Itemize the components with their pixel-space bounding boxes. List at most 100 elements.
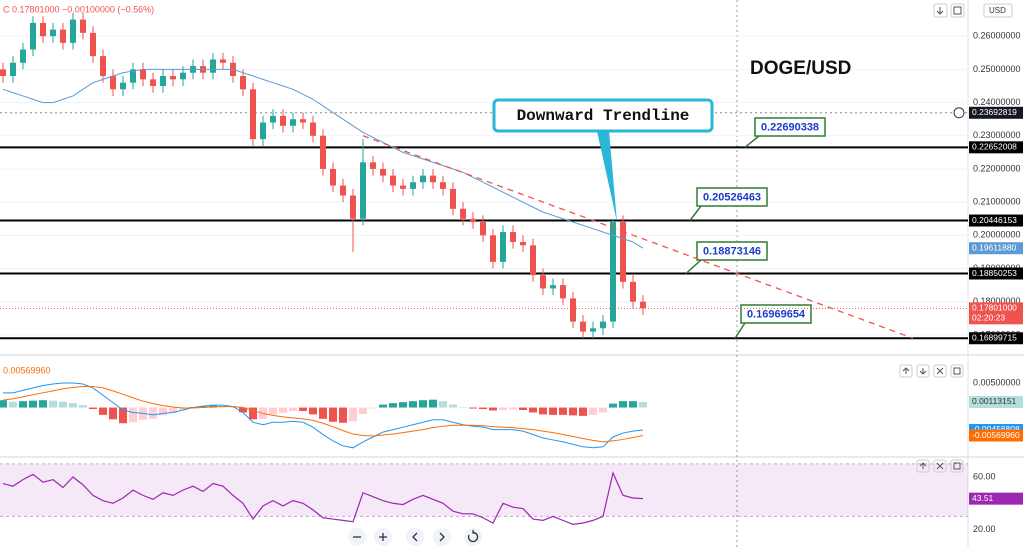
histogram-bar [99, 407, 107, 415]
level-label-bg [969, 214, 1023, 227]
candle-body [120, 82, 126, 90]
icon [467, 530, 479, 543]
histogram-bar [619, 401, 627, 408]
level-label: 0.20446153 [972, 215, 1017, 225]
candle-body [270, 115, 276, 123]
histogram-bar [89, 407, 97, 410]
callout-arrow [734, 322, 746, 339]
scroll-right-button[interactable] [433, 528, 451, 546]
navigation [348, 528, 482, 546]
button[interactable] [950, 459, 964, 473]
histogram-bar [629, 401, 637, 408]
histogram-bar [429, 399, 437, 408]
histogram-bar [389, 403, 397, 408]
series-label: -0.00456808 [972, 424, 1020, 434]
candle-body [540, 275, 546, 289]
histogram-bar [149, 407, 157, 419]
y-tick-label: 0.25000000 [973, 64, 1021, 74]
callout-box [696, 187, 768, 207]
candle-body [130, 69, 136, 83]
y-tick-label: 0.18000000 [973, 296, 1021, 306]
icon [953, 6, 962, 15]
candle-body [140, 69, 146, 80]
ma-label: 0.19611880 [972, 242, 1017, 252]
callout-box [740, 304, 812, 324]
plot-layer: 0.26000000 0.25000000 0.24000000 0.23000000… [0, 12, 1023, 534]
candle-body [260, 122, 266, 140]
histogram-bar [549, 407, 557, 415]
histogram-bar [59, 401, 67, 408]
histogram-bar [329, 407, 337, 422]
candle-body [90, 32, 96, 57]
button[interactable] [933, 459, 947, 473]
icon [412, 532, 418, 542]
callout-label: 0.18873146 [703, 245, 761, 257]
histogram-bar [229, 407, 237, 409]
candle-body [400, 185, 406, 189]
reset-button[interactable] [464, 528, 482, 546]
rsi-label: 43.51 [972, 493, 994, 503]
candle-body [380, 168, 386, 176]
icon [919, 368, 927, 375]
series-label: -0.00569960 [972, 430, 1020, 440]
callout-label: 0.20526463 [703, 191, 761, 203]
candle-body [10, 62, 16, 77]
button[interactable] [950, 3, 965, 18]
callout-arrow [685, 259, 702, 275]
candle-body [550, 285, 556, 289]
candle-body [170, 76, 176, 80]
histogram-bar [559, 407, 567, 415]
rsi-line [2, 471, 644, 525]
candle-body [290, 119, 296, 126]
histogram-bar [419, 400, 427, 408]
y-tick-label: 0.26000000 [973, 31, 1021, 41]
candle-body [110, 76, 116, 90]
button[interactable] [933, 364, 947, 378]
button[interactable] [916, 459, 930, 473]
level-label: 0.22652008 [972, 142, 1017, 152]
level-label: 0.18850253 [972, 268, 1017, 278]
icon [936, 462, 944, 470]
histogram-bar [109, 407, 117, 420]
histogram-bar [359, 407, 367, 414]
button[interactable] [950, 364, 964, 378]
icon [953, 367, 961, 375]
histogram-bar [369, 407, 377, 409]
callout-arrow [689, 205, 702, 221]
candle-body [520, 241, 526, 246]
histogram-bar [29, 400, 37, 408]
indicator-line [3, 382, 644, 449]
candle-body [20, 49, 26, 63]
histogram-bar [249, 407, 257, 420]
candle-body [640, 301, 646, 309]
candle-body [500, 232, 506, 262]
scroll-left-button[interactable] [406, 528, 424, 546]
candle-body [70, 19, 76, 43]
series-label-bg [969, 395, 1023, 408]
pane-controls [899, 364, 964, 473]
level-label-bg [969, 267, 1023, 280]
last-price-label-bg [969, 302, 1023, 325]
histogram-bar [0, 400, 7, 408]
level-label-bg [969, 332, 1023, 345]
button[interactable] [899, 364, 913, 378]
histogram-bar [449, 404, 457, 408]
chart-title: DOGE/USD [750, 58, 851, 79]
callout-box [696, 241, 768, 261]
y-tick-label: 0.00500000 [973, 377, 1021, 387]
histogram-bar [199, 406, 207, 408]
ma-label-bg [969, 242, 1023, 255]
candle-body [600, 321, 606, 329]
histogram-bar [269, 407, 277, 415]
histogram-bar [9, 401, 17, 408]
button[interactable] [916, 364, 930, 378]
histogram-bar [489, 407, 497, 411]
candle-body [40, 22, 46, 37]
annotation: Downward Trendline [517, 107, 690, 125]
y-tick-label: 0.22000000 [973, 163, 1021, 173]
histogram-bar [399, 402, 407, 408]
candle-body [320, 135, 326, 169]
candle-body [30, 22, 36, 50]
currency-button[interactable] [983, 3, 1013, 18]
